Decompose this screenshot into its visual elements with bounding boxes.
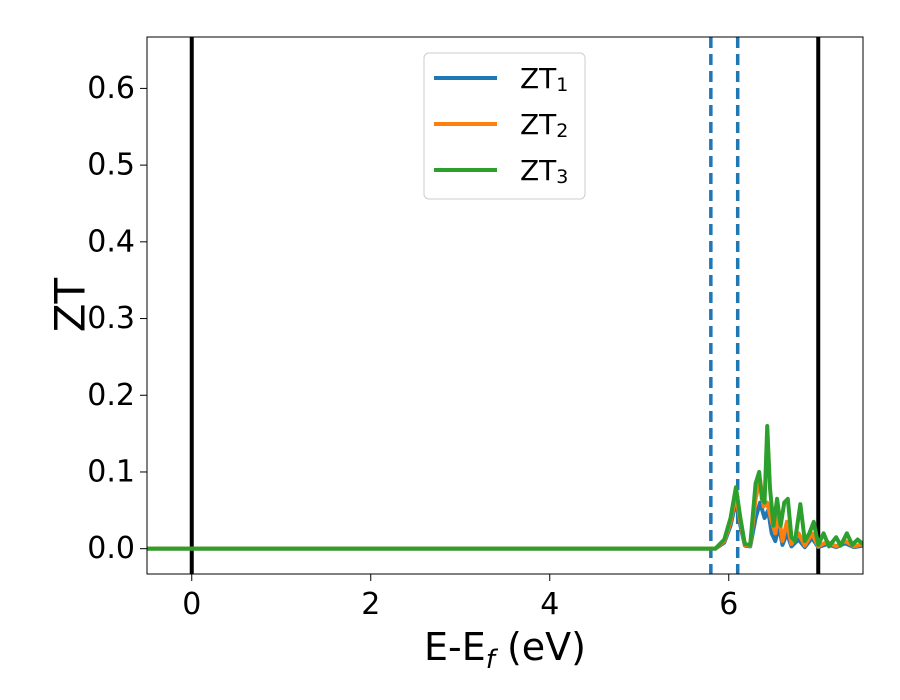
plot-area xyxy=(147,37,863,574)
y-tick-label: 0.0 xyxy=(87,531,135,566)
axis-ticks: 0 2 4 6 0.0 0.1 0.2 0.3 0.4 0.5 0.6 xyxy=(87,71,738,622)
y-axis-label: ZT xyxy=(46,277,95,332)
x-tick-label: 6 xyxy=(719,587,738,622)
x-tick-label: 0 xyxy=(182,587,201,622)
series-line-zt3 xyxy=(147,423,863,551)
y-tick-label: 0.1 xyxy=(87,454,135,489)
legend-box xyxy=(423,52,586,200)
legend-label-zt2: ZT2 xyxy=(520,108,568,143)
x-axis-label: E-Ef (eV) xyxy=(424,625,586,675)
y-tick-label: 0.3 xyxy=(87,301,135,336)
y-tick-label: 0.4 xyxy=(87,224,135,259)
legend-label-zt1: ZT1 xyxy=(520,62,568,97)
x-axis-label-unit: (eV) xyxy=(495,625,586,669)
y-tick-label: 0.5 xyxy=(87,148,135,183)
x-tick-label: 2 xyxy=(361,587,380,622)
x-axis-label-main: E-E xyxy=(424,625,486,669)
x-tick-label: 4 xyxy=(540,587,559,622)
legend-label-zt3: ZT3 xyxy=(520,154,568,189)
y-tick-label: 0.2 xyxy=(87,378,135,413)
y-tick-label: 0.6 xyxy=(87,71,135,106)
plot-frame xyxy=(146,36,864,575)
legend: ZT1 ZT2 ZT3 xyxy=(423,52,586,200)
